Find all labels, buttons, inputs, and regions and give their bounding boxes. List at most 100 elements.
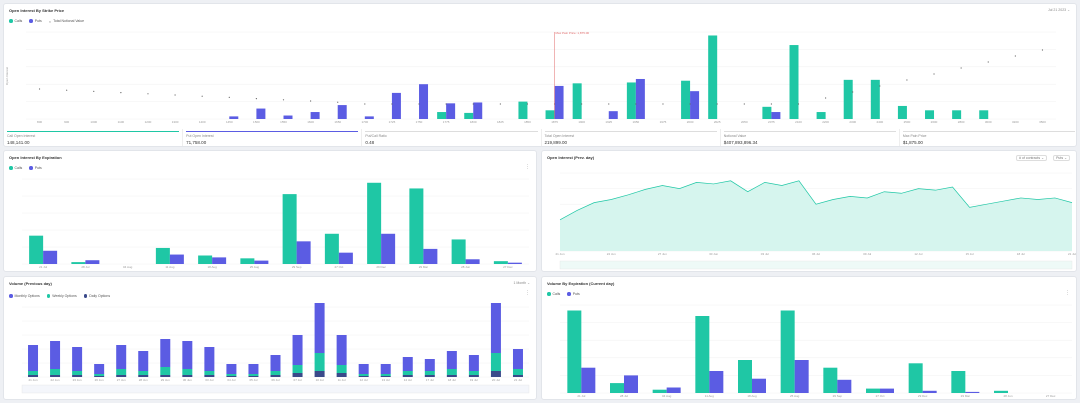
bar-calls-2600 xyxy=(925,110,935,119)
bar-daily-options-14 Jul xyxy=(402,375,413,377)
x-tick-label: 27 Dec xyxy=(503,265,513,269)
notional-point xyxy=(987,61,989,63)
legend-calls[interactable]: Calls xyxy=(9,19,22,23)
bar-daily-options-27 Jun xyxy=(116,375,127,377)
x-tick-label: 27 Oct xyxy=(334,265,343,269)
bar-puts-28 Jul xyxy=(85,260,100,264)
bar-puts-1775 xyxy=(446,103,456,119)
legend-daily[interactable]: Daily Options xyxy=(83,294,110,298)
bar-weekly-options-18 Jul xyxy=(446,369,457,375)
notional-point xyxy=(472,103,474,105)
bar-weekly-options-05 Jul xyxy=(248,374,259,376)
x-tick-label: 06 Jul xyxy=(271,378,279,382)
volume-legend: Monthly Options Weekly Options Daily Opt… xyxy=(9,294,110,298)
expiration-menu-icon[interactable]: ⋮ xyxy=(525,164,530,170)
max-pain-label: Max Pain Price: 1,875.00 xyxy=(556,31,590,35)
bar-puts-1725 xyxy=(391,92,401,119)
bar-puts-11 Aug xyxy=(169,254,184,264)
bar-calls-28 Jun xyxy=(994,390,1008,393)
bar-daily-options-30 Jun xyxy=(182,375,193,377)
bar-puts-29 Sep xyxy=(837,379,852,393)
oi-area xyxy=(560,180,1072,251)
notional-point xyxy=(770,103,772,105)
legend-calls[interactable]: Calls xyxy=(9,166,22,170)
x-tick-label: 2800 xyxy=(958,120,965,124)
strike-legend: Calls Puts × Total Notional Value xyxy=(9,19,84,23)
legend-monthly[interactable]: Monthly Options xyxy=(9,294,40,298)
legend-puts[interactable]: Puts xyxy=(29,19,42,23)
strike-date-selector[interactable]: Jul 21 2023 ⌄ xyxy=(1047,8,1070,12)
x-tick-label: 2025 xyxy=(714,120,721,124)
bar-calls-29 Mar xyxy=(951,371,966,393)
bar-monthly-options-20 Jul xyxy=(490,303,501,353)
bar-calls-2800 xyxy=(952,110,962,119)
bar-puts-1750 xyxy=(419,84,429,119)
bar-daily-options-21 Jun xyxy=(28,375,39,377)
bar-puts-28 Jul xyxy=(624,375,638,393)
bar-weekly-options-27 Jun xyxy=(116,369,127,375)
x-tick-label: 30 Jun xyxy=(183,378,192,382)
volume-menu-icon[interactable]: ⋮ xyxy=(525,290,530,296)
bar-puts-27 Oct xyxy=(880,388,894,393)
x-tick-label: 1975 xyxy=(660,120,667,124)
volume-chart: 21 Jun 22 Jun 23 Jun 26 Jun 27 Jun 28 Jun 29 J… xyxy=(21,303,530,394)
legend-notional[interactable]: × Total Notional Value xyxy=(48,18,85,24)
x-tick-label: 1650 xyxy=(334,120,341,124)
bar-calls-18 Aug xyxy=(738,360,752,393)
bar-daily-options-29 Jun xyxy=(160,375,171,377)
x-tick-label: 29 Sep xyxy=(833,394,843,398)
legend-weekly[interactable]: Weekly Options xyxy=(46,294,77,298)
x-tick-label: 04 Aug xyxy=(662,394,672,398)
x-tick-label: 29 Jun xyxy=(161,378,170,382)
x-tick-label: 1875 xyxy=(551,120,558,124)
bar-monthly-options-23 Jun xyxy=(72,347,83,371)
x-tick-label: 07 Jul xyxy=(294,378,302,382)
puts-select[interactable]: Puts ⌄ xyxy=(1053,155,1070,161)
bar-calls-21 Jul xyxy=(567,310,582,393)
bar-monthly-options-19 Jul xyxy=(468,355,479,371)
x-tick-label: 1750 xyxy=(416,120,423,124)
bar-monthly-options-06 Jul xyxy=(270,355,281,371)
bar-calls-2025 xyxy=(708,35,718,120)
notional-point xyxy=(743,103,745,105)
volume-period-select[interactable]: 1 Month ⌄ xyxy=(513,281,530,285)
bar-weekly-options-07 Jul xyxy=(292,365,303,373)
bar-calls-2100 xyxy=(789,45,799,119)
bar-monthly-options-21 Jul xyxy=(512,349,523,369)
bar-monthly-options-21 Jun xyxy=(28,345,39,371)
bar-weekly-options-23 Jun xyxy=(72,371,83,375)
x-tick-label: 18 Jul xyxy=(448,378,456,382)
volume-panel: Volume (Previous day) 1 Month ⌄ ⋮ Monthl… xyxy=(3,276,537,400)
x-tick-label: 11 Jul xyxy=(338,378,346,382)
strike-chart: 800 900 1000 1100 1200 1300 1400 1450 1500 1550 16… xyxy=(26,31,1056,124)
contracts-select[interactable]: # of contracts ⌄ xyxy=(1016,155,1047,161)
x-tick-label: 29 Dec xyxy=(918,394,928,398)
stat-put-oi: Put Open Interest 71,758.00 xyxy=(183,129,363,146)
x-tick-label: 04 Aug xyxy=(123,265,133,269)
bar-calls-29 Mar xyxy=(409,188,424,264)
x-tick-label: 30 Jun xyxy=(709,252,718,256)
x-tick-label: 21 Jun xyxy=(555,252,564,256)
notional-point xyxy=(228,96,230,98)
bar-calls-21 Jul xyxy=(29,235,44,264)
bar-monthly-options-29 Jun xyxy=(160,339,171,367)
x-tick-label: 29 Mar xyxy=(961,394,970,398)
vol-exp-menu-icon[interactable]: ⋮ xyxy=(1065,290,1070,296)
legend-puts[interactable]: Puts xyxy=(29,166,42,170)
x-tick-label: 03 Jul xyxy=(205,378,213,382)
x-tick-label: 3200 xyxy=(1012,120,1019,124)
bar-daily-options-28 Jun xyxy=(138,375,149,377)
navigator xyxy=(21,384,530,394)
legend-puts[interactable]: Puts xyxy=(567,292,580,296)
bar-calls-11 Aug xyxy=(695,316,710,393)
bar-weekly-options-22 Jun xyxy=(50,369,61,375)
bar-monthly-options-13 Jul xyxy=(380,364,391,374)
x-tick-label: 28 Jul xyxy=(81,265,89,269)
oi-prev-chart: 21 Jun 24 Jun 27 Jun 30 Jun 03 Jul 06 Jul 09 J… xyxy=(555,172,1076,270)
x-tick-label: 1450 xyxy=(226,120,233,124)
x-tick-label: 09 Jul xyxy=(863,252,871,256)
bar-daily-options-22 Jun xyxy=(50,375,61,377)
oi-prev-panel: Open Interest (Prev. day) # of contracts… xyxy=(541,150,1077,272)
legend-calls[interactable]: Calls xyxy=(547,292,560,296)
bar-calls-3000 xyxy=(979,110,989,119)
